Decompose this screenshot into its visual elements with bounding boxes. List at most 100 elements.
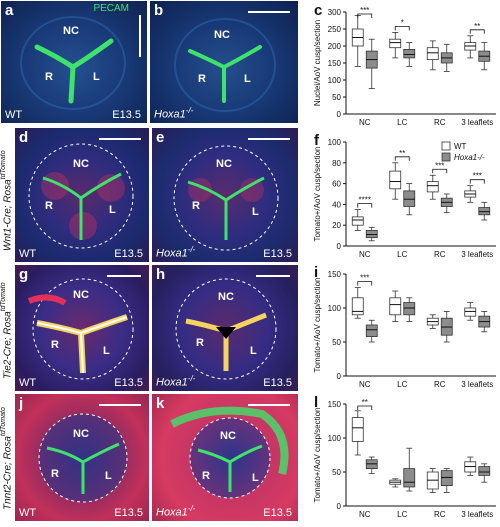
panel-letter: j <box>19 395 24 412</box>
box <box>403 468 416 488</box>
y-axis-label: Tomato+/AoV cusp/section <box>313 147 322 242</box>
genotype-label: WT <box>19 507 37 519</box>
box <box>365 324 378 337</box>
region-r: R <box>196 337 204 349</box>
valve-diagram <box>27 278 134 380</box>
box <box>403 302 416 316</box>
panel-d: d NC R L WT E13.5 <box>14 127 150 263</box>
region-nc: NC <box>218 291 234 303</box>
box <box>464 307 477 317</box>
category-label: 3 leaflets <box>461 118 493 127</box>
chart-i: i 0 50 100 150 Tomato+/AoV cusp/section NC ***… <box>302 262 500 392</box>
panel-a: a PECAM NC R L WT E13.5 <box>0 0 148 124</box>
panel-k: k NC R L Hoxa1-/- E13.5 <box>151 393 299 522</box>
region-r: R <box>51 468 59 480</box>
scale-bar <box>248 138 290 140</box>
significance-bracket <box>357 13 373 18</box>
panel-letter: h <box>156 266 166 283</box>
significance-label: *** <box>473 172 482 181</box>
category-label: NC <box>359 380 371 389</box>
panel-letter: g <box>19 266 29 283</box>
valve-diagram <box>173 145 279 251</box>
legend-swatch <box>441 152 451 162</box>
row-label-tie2: Tie2-Cre; RosatdTomato <box>0 282 14 380</box>
y-tick-label: 0 <box>337 242 342 251</box>
stage-label: E13.5 <box>263 248 292 260</box>
y-tick-label: 60 <box>332 180 341 189</box>
box <box>389 38 402 49</box>
box-plot: 0 50 100 150 Tomato+/AoV cusp/section NC *** LC… <box>313 270 496 389</box>
valve-diagram <box>28 143 134 249</box>
category-label: NC <box>359 250 371 259</box>
category-label: 3 leaflets <box>461 510 493 519</box>
chart-l: l 0 50 100 150 Tomato+/AoV cusp/section NC ** L… <box>302 392 500 522</box>
y-tick-label: 250 <box>328 25 342 34</box>
scale-bar <box>248 11 290 13</box>
region-l: L <box>103 345 110 357</box>
panel-j: j NC R L WT E13.5 <box>14 393 150 522</box>
valve-diagram <box>20 16 126 110</box>
y-tick-label: 50 <box>332 468 341 477</box>
y-tick-label: 100 <box>328 138 342 147</box>
y-tick-label: 100 <box>328 434 342 443</box>
box <box>389 170 402 190</box>
panel-letter: d <box>19 129 29 146</box>
chart-letter: i <box>314 264 319 281</box>
category-label: 3 leaflets <box>461 250 493 259</box>
region-l: L <box>93 71 100 83</box>
legend-label: Hoxa1-/- <box>454 153 485 162</box>
box <box>351 417 364 442</box>
box <box>478 207 491 216</box>
panel-letter: e <box>156 129 165 146</box>
y-tick-label: 200 <box>328 42 342 51</box>
genotype-label: Hoxa1-/- <box>156 374 196 389</box>
y-axis-label: Tomato+/AoV cusp/section <box>313 278 322 373</box>
category-label: LC <box>397 380 407 389</box>
stage-label: E13.5 <box>114 248 143 260</box>
box-plot: 0 50 100 150 Tomato+/AoV cusp/section NC ** LC R… <box>313 398 496 519</box>
significance-label: ** <box>362 398 368 407</box>
box <box>403 190 416 207</box>
y-tick-label: 100 <box>328 304 342 313</box>
scale-bar <box>107 275 141 277</box>
genotype-label: Hoxa1-/- <box>156 245 196 260</box>
valve-diagram <box>38 413 128 503</box>
genotype-label: WT <box>19 248 37 260</box>
significance-label: *** <box>360 6 369 15</box>
region-l: L <box>250 345 257 357</box>
significance-bracket <box>432 168 448 174</box>
region-l: L <box>105 470 112 482</box>
legend-swatch <box>441 141 451 151</box>
box <box>389 297 402 316</box>
category-label: LC <box>397 510 407 519</box>
chart-f: f 0 20 40 60 80 100 Tomato+/AoV cusp/section NC… <box>302 130 500 262</box>
box <box>426 181 439 193</box>
y-tick-label: 150 <box>328 59 342 68</box>
panel-g: g NC R L WT E13.5 <box>14 264 150 392</box>
y-tick-label: 20 <box>332 221 341 230</box>
significance-label: ** <box>399 149 405 158</box>
y-tick-label: 40 <box>332 200 341 209</box>
region-nc: NC <box>73 289 89 301</box>
box-plot: 0 50 100 150 200 250 300 Nuclei/AoV cusp/sectio… <box>313 6 496 127</box>
panel-b: b NC R L Hoxa1-/- <box>149 0 299 124</box>
y-tick-label: 150 <box>328 270 342 279</box>
region-r: R <box>45 71 53 83</box>
y-tick-label: 0 <box>337 372 342 381</box>
significance-label: ** <box>474 22 480 31</box>
category-label: LC <box>397 118 407 127</box>
panel-letter: a <box>5 2 14 19</box>
chart-c: c 0 50 100 150 200 250 300 Nuclei/AoV cusp/sect… <box>302 0 500 130</box>
valve-diagram <box>174 18 276 112</box>
significance-bracket <box>394 156 410 161</box>
region-l: L <box>252 206 259 218</box>
region-r: R <box>45 200 53 212</box>
panel-h: h NC R L Hoxa1-/- E13.5 <box>151 264 299 392</box>
stage-label: E13.5 <box>114 377 143 389</box>
category-label: NC <box>359 118 371 127</box>
region-nc: NC <box>220 430 236 442</box>
significance-bracket <box>357 203 373 208</box>
region-r: R <box>192 200 200 212</box>
valve-diagram <box>170 406 289 499</box>
y-tick-label: 300 <box>328 8 342 17</box>
